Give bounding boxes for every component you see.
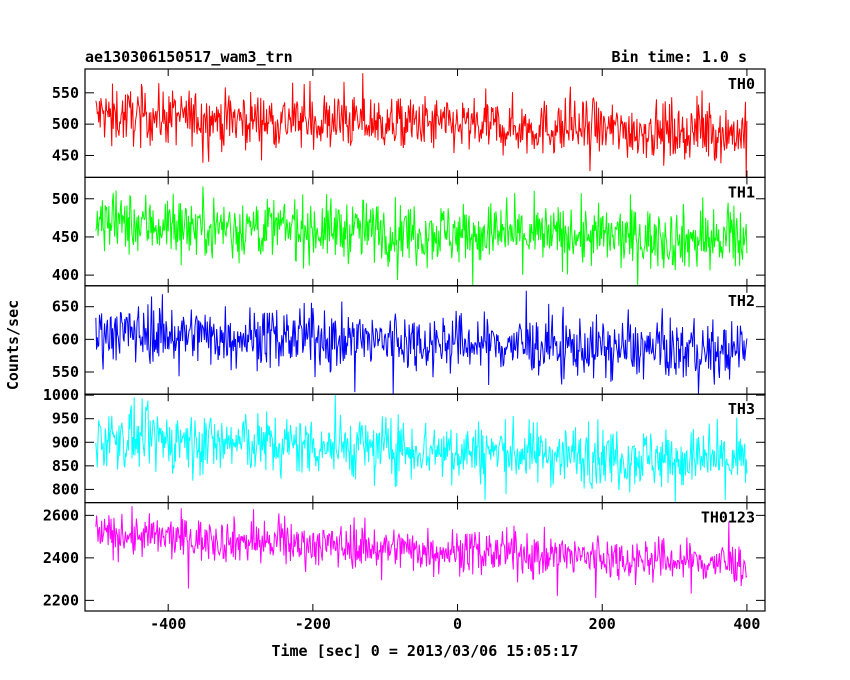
- y-tick-label: 400: [52, 266, 79, 284]
- y-tick-label: 1000: [43, 386, 79, 404]
- x-tick-label: 0: [453, 615, 462, 633]
- series-th2: [95, 290, 748, 395]
- panel-label-th0: TH0: [728, 75, 755, 93]
- x-tick-label: -400: [150, 615, 186, 633]
- y-tick-label: 800: [52, 480, 79, 498]
- panels-group: 450 500 550 TH0 400 450 500 TH1 550 600 650 TH2 800 8…: [43, 68, 766, 633]
- series-th0: [95, 73, 748, 178]
- panel-label-th3: TH3: [728, 400, 755, 418]
- series-th3: [95, 394, 748, 503]
- y-tick-label: 2400: [43, 549, 79, 567]
- y-tick-label: 950: [52, 410, 79, 428]
- y-tick-label: 2600: [43, 506, 79, 524]
- y-tick-label: 450: [52, 146, 79, 164]
- y-tick-label: 600: [52, 330, 79, 348]
- y-tick-label: 450: [52, 228, 79, 246]
- y-tick-label: 550: [52, 84, 79, 102]
- y-tick-label: 500: [52, 115, 79, 133]
- y-tick-label: 850: [52, 457, 79, 475]
- y-tick-label: 2200: [43, 591, 79, 609]
- y-tick-label: 500: [52, 190, 79, 208]
- series-th1: [95, 186, 748, 286]
- bin-time-label: Bin time: 1.0 s: [612, 48, 747, 66]
- series-th0123: [95, 506, 748, 598]
- x-tick-label: 200: [589, 615, 616, 633]
- panel-label-th0123: TH0123: [701, 509, 755, 527]
- y-tick-label: 650: [52, 298, 79, 316]
- x-tick-label: 400: [733, 615, 760, 633]
- x-tick-label: -200: [295, 615, 331, 633]
- panel-frame-th0123: [84, 502, 766, 612]
- y-axis-label: Counts/sec: [4, 300, 22, 390]
- y-tick-label: 900: [52, 433, 79, 451]
- panel-label-th2: TH2: [728, 292, 755, 310]
- chart-title: ae130306150517_wam3_trn: [85, 48, 293, 66]
- x-axis-label: Time [sec] 0 = 2013/03/06 15:05:17: [271, 642, 578, 660]
- panel-label-th1: TH1: [728, 183, 755, 201]
- y-tick-label: 550: [52, 363, 79, 381]
